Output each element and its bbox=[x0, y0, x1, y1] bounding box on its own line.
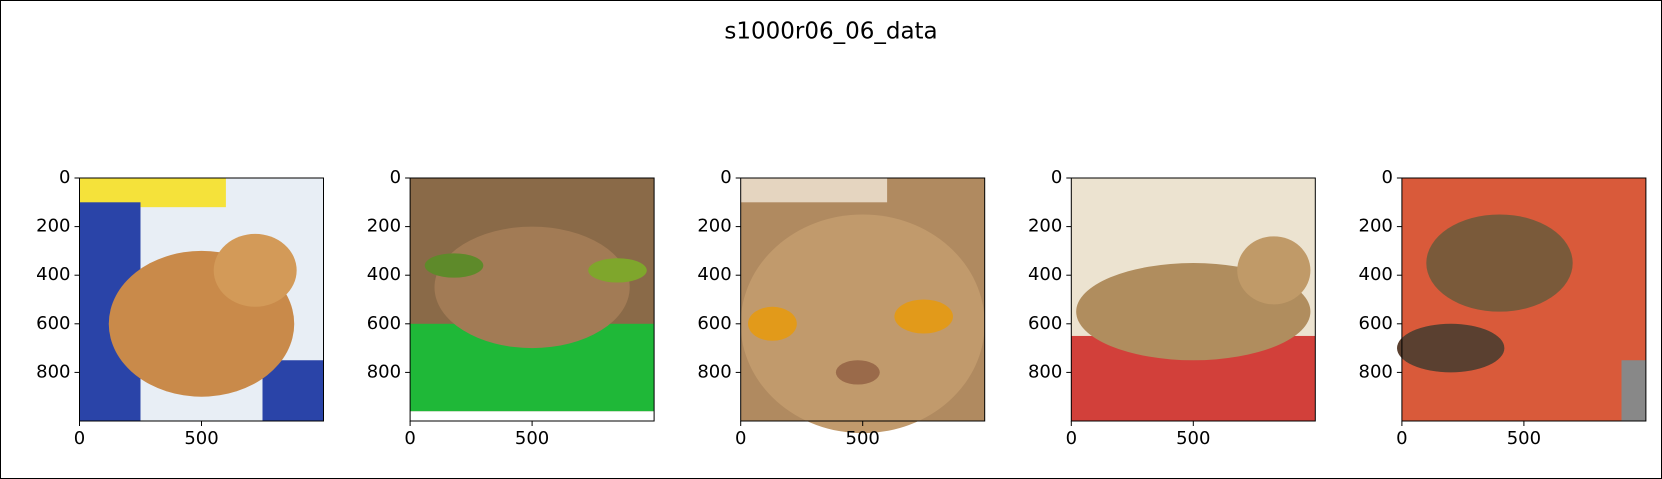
y-tick-label: 800 bbox=[697, 361, 731, 382]
panel: 0 500 0 200 400 600 800 bbox=[36, 167, 324, 449]
y-tick-label: 0 bbox=[1051, 167, 1062, 188]
y-tick-label: 400 bbox=[697, 264, 731, 285]
y-tick-label: 600 bbox=[1028, 313, 1062, 334]
image-region bbox=[434, 226, 630, 349]
x-tick-label: 0 bbox=[735, 428, 746, 449]
image-region bbox=[1397, 323, 1505, 373]
x-tick-label: 500 bbox=[515, 428, 549, 449]
y-tick-label: 600 bbox=[697, 313, 731, 334]
image-region bbox=[740, 178, 888, 203]
y-tick-label: 800 bbox=[1028, 361, 1062, 382]
panel: 0 500 0 200 400 600 800 bbox=[1028, 167, 1316, 449]
figure-title: s1000r06_06_data bbox=[724, 19, 937, 45]
x-tick-label: 0 bbox=[1066, 428, 1077, 449]
y-tick-label: 0 bbox=[390, 167, 401, 188]
y-tick-label: 400 bbox=[1028, 264, 1062, 285]
y-tick-label: 600 bbox=[36, 313, 70, 334]
y-tick-label: 200 bbox=[367, 216, 401, 237]
y-tick-label: 200 bbox=[36, 216, 70, 237]
y-tick-label: 0 bbox=[1381, 167, 1392, 188]
y-tick-label: 0 bbox=[59, 167, 70, 188]
image-region bbox=[748, 306, 797, 341]
y-tick-label: 400 bbox=[1359, 264, 1393, 285]
x-tick-label: 500 bbox=[184, 428, 218, 449]
panel: 0 500 0 200 400 600 800 bbox=[697, 167, 986, 449]
y-tick-label: 800 bbox=[1359, 361, 1393, 382]
image-region bbox=[835, 360, 880, 385]
y-tick-label: 200 bbox=[1359, 216, 1393, 237]
x-tick-label: 500 bbox=[1176, 428, 1210, 449]
x-tick-label: 0 bbox=[404, 428, 415, 449]
panel: 0 500 0 200 400 600 800 bbox=[1359, 167, 1647, 449]
y-tick-label: 200 bbox=[697, 216, 731, 237]
x-tick-label: 500 bbox=[846, 428, 880, 449]
image-region bbox=[410, 411, 655, 421]
x-tick-label: 500 bbox=[1507, 428, 1541, 449]
y-tick-label: 800 bbox=[36, 361, 70, 382]
y-tick-label: 400 bbox=[367, 264, 401, 285]
image-region bbox=[1426, 214, 1573, 312]
image-region bbox=[894, 299, 953, 334]
image-region bbox=[1621, 360, 1646, 421]
y-tick-label: 400 bbox=[36, 264, 70, 285]
image-region bbox=[588, 258, 647, 283]
panel: 0 500 0 200 400 600 800 bbox=[367, 167, 655, 449]
image-region bbox=[740, 214, 985, 434]
image-region bbox=[424, 253, 484, 278]
y-tick-label: 600 bbox=[367, 313, 401, 334]
y-tick-label: 0 bbox=[720, 167, 731, 188]
y-tick-label: 200 bbox=[1028, 216, 1062, 237]
image-region bbox=[213, 233, 297, 307]
y-tick-label: 600 bbox=[1359, 313, 1393, 334]
x-tick-label: 0 bbox=[74, 428, 85, 449]
x-tick-label: 0 bbox=[1396, 428, 1407, 449]
y-tick-label: 800 bbox=[367, 361, 401, 382]
image-region bbox=[1237, 236, 1311, 305]
